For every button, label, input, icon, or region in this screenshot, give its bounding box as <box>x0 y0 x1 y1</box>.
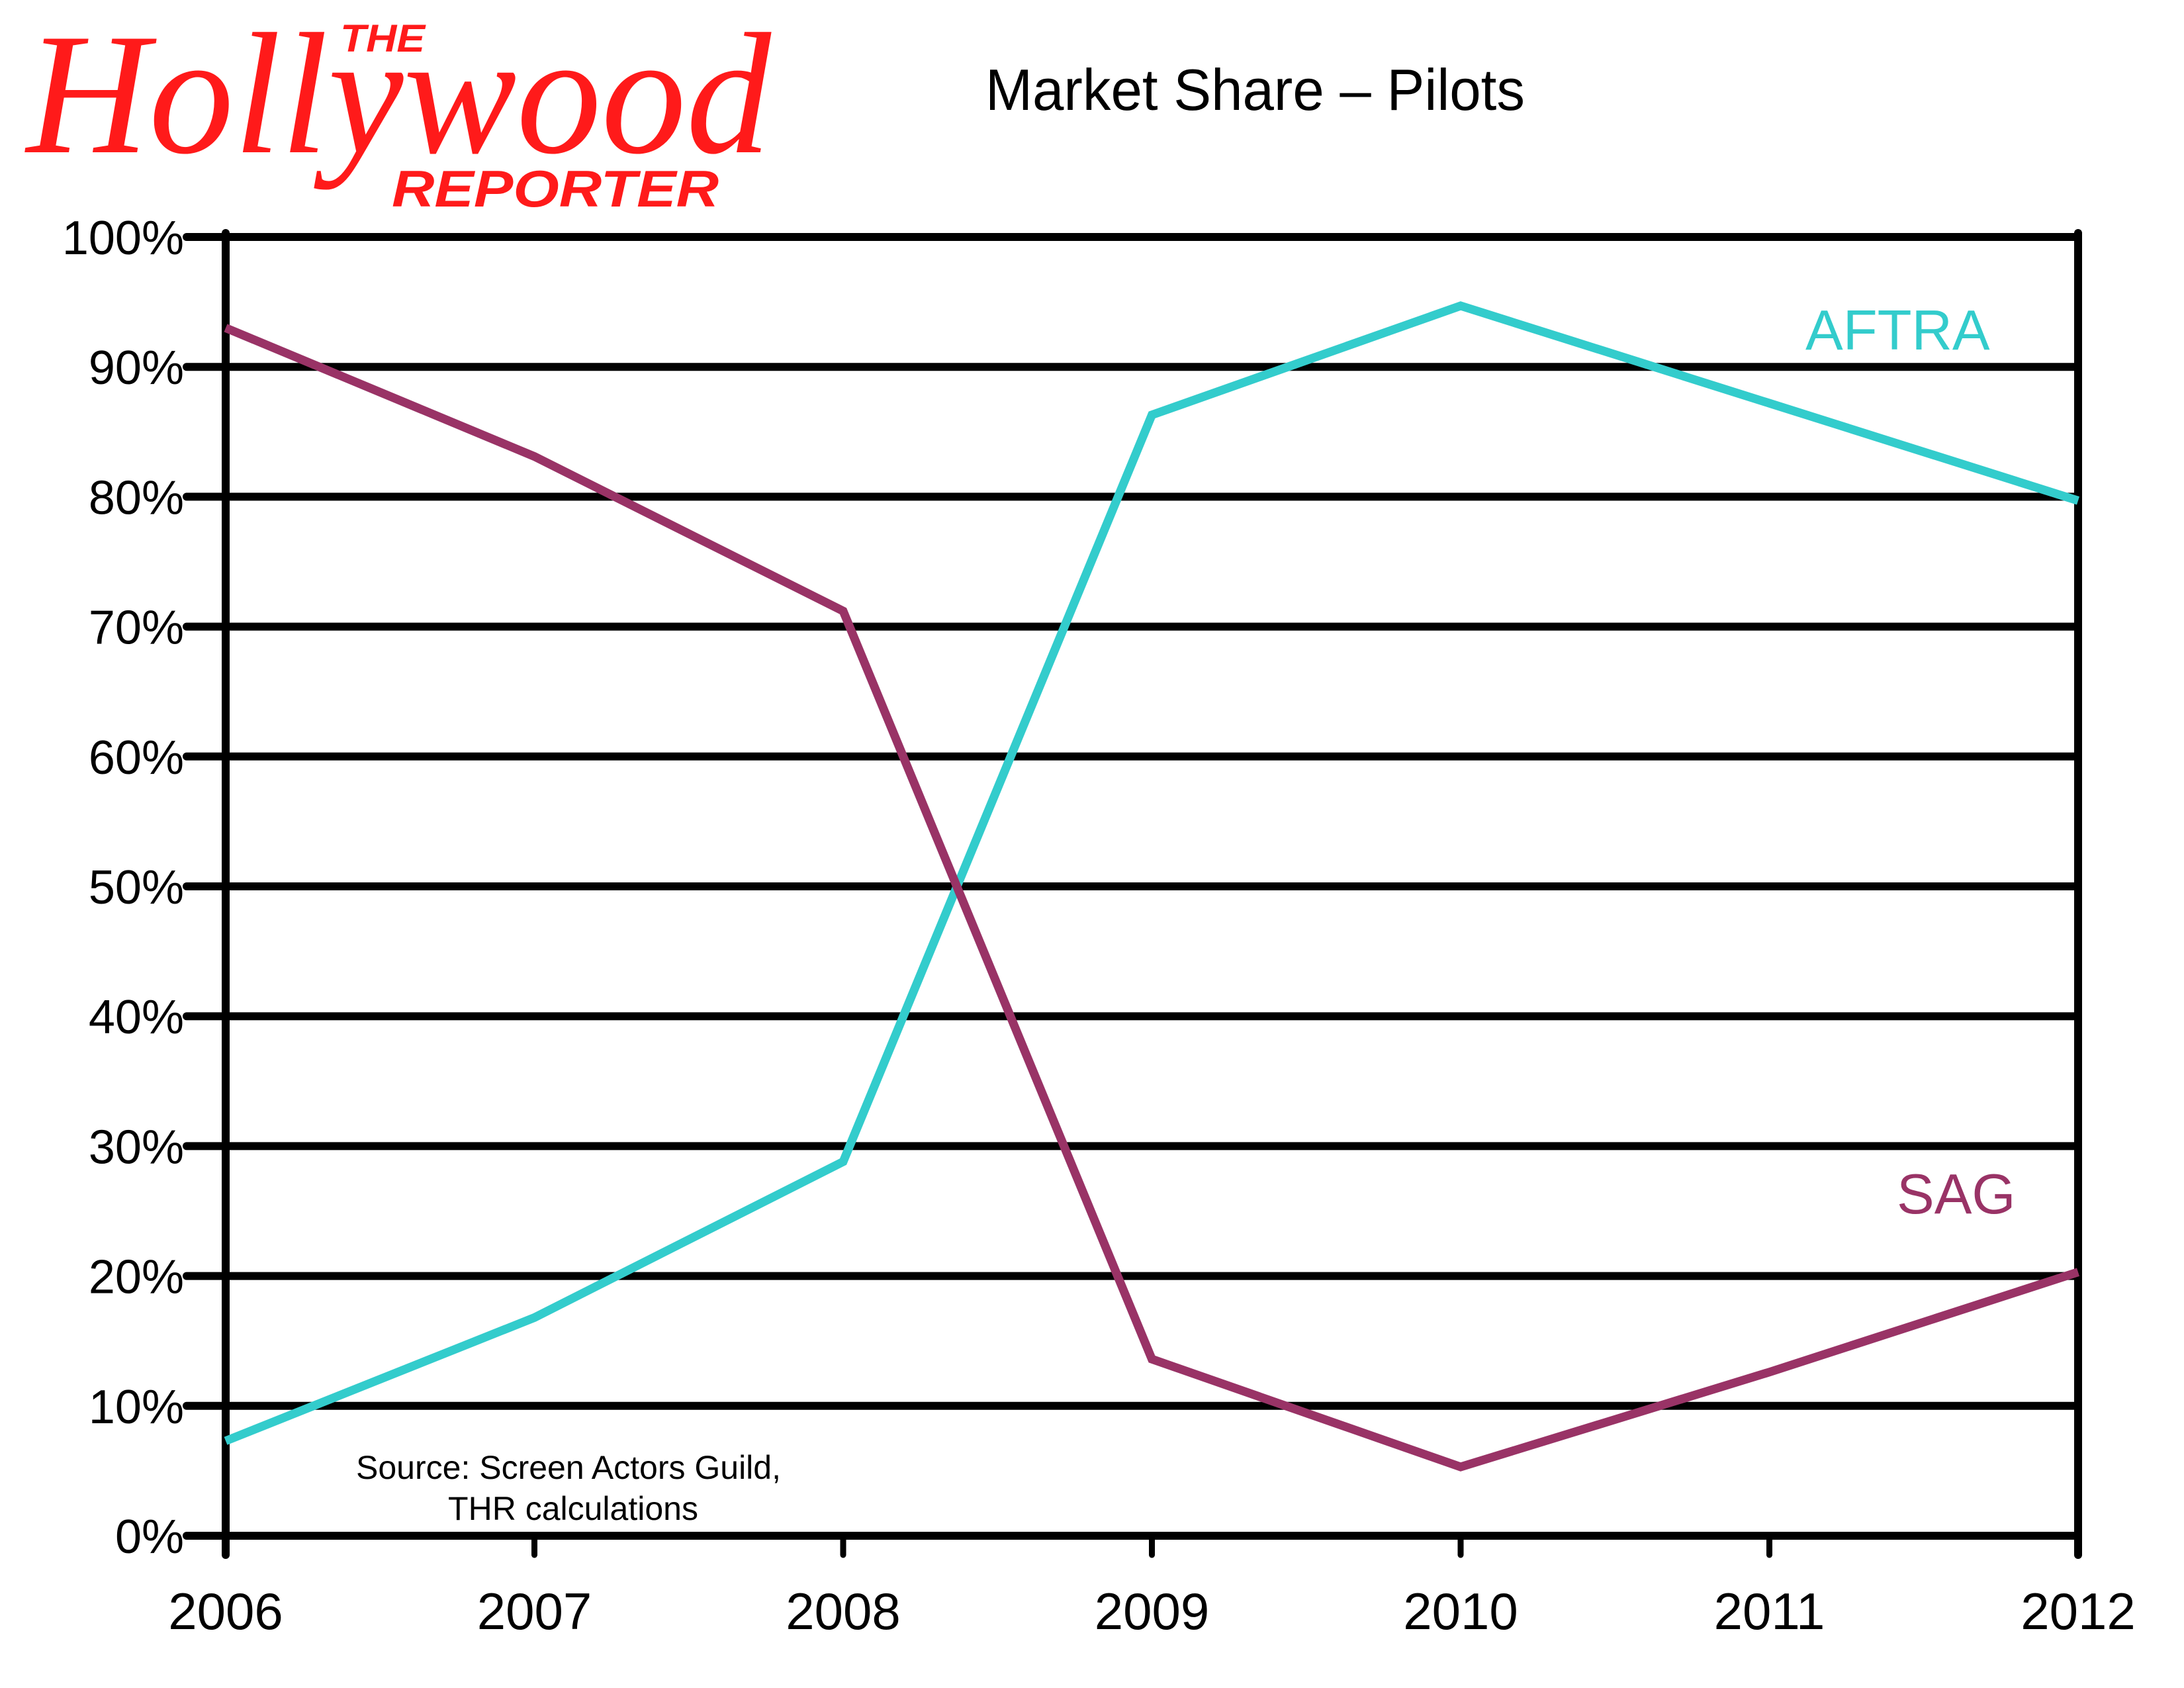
aftra-point-2008 <box>839 1157 848 1166</box>
y-tick-label: 0% <box>115 1511 184 1564</box>
chart-title: Market Share – Pilots <box>985 57 1525 122</box>
gridlines <box>226 233 2078 1540</box>
x-tick-label: 2008 <box>786 1582 901 1640</box>
sag-series-line <box>224 324 2080 1472</box>
aftra-series-label: AFTRA <box>1805 299 1990 362</box>
y-tick-label: 50% <box>89 861 184 914</box>
y-tick-label: 100% <box>62 212 184 265</box>
y-tick-label: 80% <box>89 471 184 524</box>
logo-the-text: THE <box>340 17 427 60</box>
y-axis-ticks <box>183 233 230 1540</box>
y-tick-label: 70% <box>89 602 184 655</box>
x-tick-label: 2012 <box>2021 1582 2136 1640</box>
series-lines <box>222 301 2083 1472</box>
x-axis-labels: 2006 2007 2008 2009 2010 2011 2012 <box>168 1582 2136 1640</box>
sag-series-label: SAG <box>1897 1163 2016 1226</box>
aftra-series-line <box>224 301 2079 1445</box>
x-tick-label: 2006 <box>168 1582 283 1640</box>
aftra-point-2007 <box>530 1313 539 1322</box>
sag-point-2010 <box>1457 1463 1465 1472</box>
logo-hollywood-text: Hollywood <box>24 0 774 190</box>
x-tick-label: 2009 <box>1095 1582 1210 1640</box>
sag-point-2008 <box>839 607 848 616</box>
x-tick-label: 2011 <box>1714 1582 1825 1640</box>
y-tick-label: 60% <box>89 731 184 784</box>
y-tick-label: 20% <box>89 1251 184 1304</box>
source-note-line2: THR calculations <box>448 1490 698 1527</box>
logo-reporter-text: REPORTER <box>392 160 719 218</box>
sag-point-2012 <box>2074 1268 2083 1276</box>
aftra-point-2009 <box>1148 410 1156 419</box>
y-tick-label: 10% <box>89 1381 184 1434</box>
hollywood-reporter-logo: Hollywood THE REPORTER <box>24 0 774 218</box>
aftra-point-2006 <box>222 1436 230 1445</box>
x-tick-label: 2010 <box>1403 1582 1518 1640</box>
sag-point-2009 <box>1148 1355 1156 1364</box>
y-axis-labels: 0% 10% 20% 30% 40% 50% 60% 70% 80% 90% 100% <box>62 212 184 1564</box>
axes <box>222 229 2082 1559</box>
aftra-point-2010 <box>1457 301 1465 310</box>
y-tick-label: 90% <box>89 342 184 395</box>
sag-point-2011 <box>1765 1368 1774 1376</box>
aftra-point-2012 <box>2074 496 2083 505</box>
source-note-line1: Source: Screen Actors Guild, <box>356 1449 781 1486</box>
y-tick-label: 40% <box>89 991 184 1044</box>
x-tick-label: 2007 <box>477 1582 592 1640</box>
y-tick-label: 30% <box>89 1121 184 1174</box>
aftra-point-2011 <box>1765 399 1774 408</box>
sag-point-2007 <box>530 452 539 461</box>
sag-point-2006 <box>222 324 230 332</box>
